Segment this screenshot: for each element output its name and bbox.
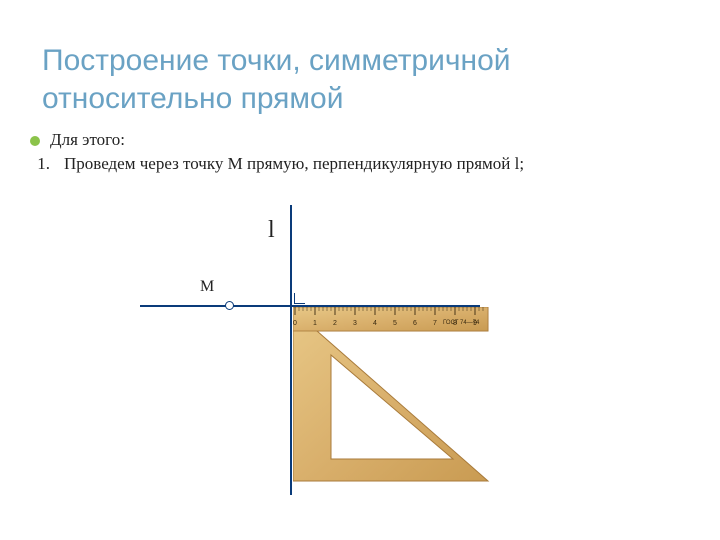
right-angle-mark <box>294 293 305 304</box>
bullet-item: Для этого: <box>30 130 680 150</box>
svg-text:6: 6 <box>413 320 417 327</box>
svg-text:4: 4 <box>373 320 377 327</box>
geometry-diagram: М l 0123456789 ГОСТ 74—74 <box>140 205 500 505</box>
label-l: l <box>268 217 275 244</box>
step-text: Проведем через точку М прямую, перпендик… <box>64 154 524 174</box>
vertical-line-l <box>290 205 292 495</box>
step-number: 1. <box>30 154 50 174</box>
body-text: Для этого: 1. Проведем через точку М пря… <box>30 130 680 178</box>
svg-text:1: 1 <box>313 320 317 327</box>
svg-text:0: 0 <box>293 320 297 327</box>
bullet-text: Для этого: <box>50 130 125 150</box>
set-square-icon: 0123456789 ГОСТ 74—74 <box>293 307 503 487</box>
svg-text:3: 3 <box>353 320 357 327</box>
gost-label: ГОСТ 74—74 <box>443 320 480 326</box>
point-m <box>225 301 234 310</box>
svg-text:2: 2 <box>333 320 337 327</box>
numbered-item: 1. Проведем через точку М прямую, перпен… <box>30 154 680 174</box>
bullet-disc-icon <box>30 136 40 146</box>
svg-text:5: 5 <box>393 320 397 327</box>
slide: { "title": "Построение точки, симметричн… <box>0 0 720 540</box>
svg-text:7: 7 <box>433 320 437 327</box>
label-m: М <box>200 278 214 296</box>
slide-title: Построение точки, симметричной относител… <box>42 42 678 117</box>
